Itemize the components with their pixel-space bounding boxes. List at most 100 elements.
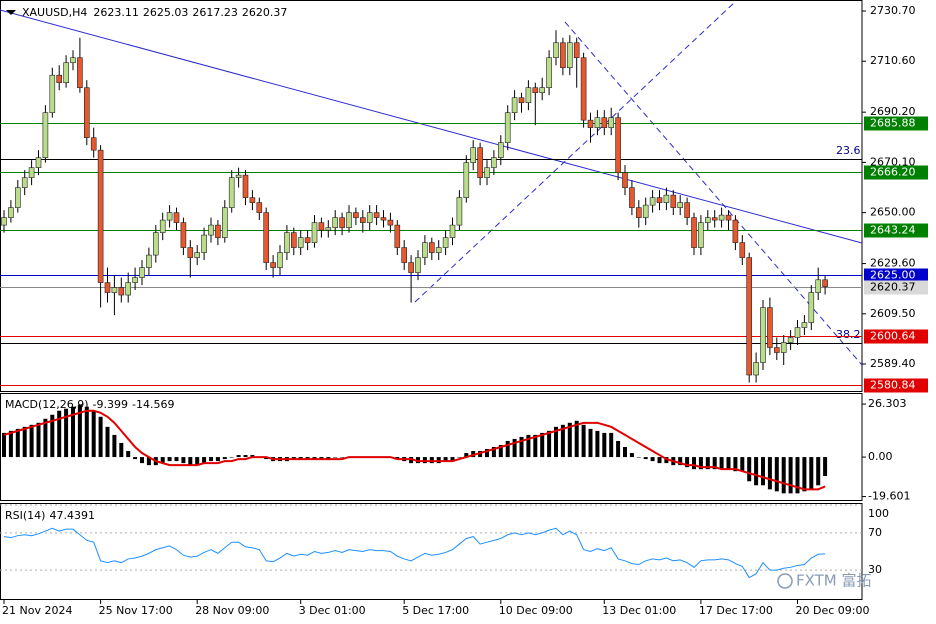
macd-bar: [133, 457, 138, 460]
level-label-bg: [864, 268, 928, 283]
candle-body: [463, 162, 470, 198]
candle-body: [201, 234, 207, 253]
rsi-tick-label: 100: [868, 507, 889, 520]
candle-body: [208, 224, 214, 236]
macd-bar: [119, 442, 124, 458]
macd-bar: [305, 457, 310, 460]
candle-body: [642, 204, 649, 218]
candle-body: [525, 87, 532, 103]
candle-body: [566, 42, 573, 69]
candle-body: [56, 74, 63, 83]
candle-body: [711, 217, 718, 221]
candle-body: [518, 97, 525, 103]
level-label: 2580.84: [870, 379, 916, 392]
y-tick-label: 2609.50: [870, 307, 916, 320]
macd-bar: [181, 457, 186, 464]
candle-body: [21, 177, 28, 188]
level-label: 2666.20: [870, 166, 916, 179]
macd-bar: [443, 457, 448, 462]
macd-bar: [298, 457, 303, 460]
symbol: XAUUSD,H4: [22, 6, 87, 19]
candle-body: [760, 307, 766, 363]
candle-body: [256, 202, 263, 213]
macd-bar: [422, 457, 427, 464]
macd-bar: [554, 426, 558, 458]
candle-body: [546, 57, 552, 88]
candle-body: [387, 219, 394, 226]
macd-bar: [15, 428, 20, 458]
macd-bar: [602, 432, 607, 458]
candle-body: [815, 279, 822, 293]
macd-bar: [188, 457, 193, 466]
macd-bar: [57, 410, 62, 458]
candle-body: [539, 87, 546, 93]
candle-body: [353, 212, 359, 218]
candle-body: [166, 212, 173, 221]
macd-bar: [588, 428, 593, 458]
candle-body: [284, 232, 290, 253]
candle-body: [698, 222, 704, 248]
macd-tick-label: 26.303: [868, 397, 907, 410]
macd-bar: [160, 457, 165, 464]
header: XAUUSD,H4 2623.11 2625.03 2617.23 2620.37: [22, 6, 287, 19]
macd-bar: [64, 408, 69, 458]
macd-bar: [50, 414, 55, 458]
level-label-bg: [864, 378, 928, 393]
macd-bar: [77, 404, 82, 458]
candle-body: [601, 117, 608, 128]
macd-bar: [140, 457, 144, 464]
candle-body: [63, 62, 69, 83]
level-label: 2643.24: [870, 224, 916, 237]
candle-body: [277, 252, 283, 268]
macd-title: MACD(12,26,9): [5, 398, 89, 411]
y-tick-label: 2730.70: [870, 4, 916, 17]
macd-bar: [202, 457, 207, 464]
macd-bar: [712, 457, 717, 470]
high: 2625.03: [143, 6, 189, 19]
macd-bar: [250, 455, 255, 458]
rsi-value: 47.4391: [49, 509, 95, 522]
candle-body: [77, 57, 83, 88]
macd-bar: [629, 453, 634, 458]
open: 2623.11: [93, 6, 139, 19]
candle-body: [1, 217, 7, 226]
macd-bar: [574, 420, 579, 458]
candle-body: [808, 292, 815, 323]
macd-bar: [167, 457, 172, 462]
macd-bar: [623, 447, 627, 458]
macd-bar: [781, 457, 786, 494]
candle-body: [615, 117, 621, 173]
candle-body: [484, 167, 490, 178]
macd-bar: [823, 457, 828, 477]
candle-body: [428, 242, 435, 253]
candle-body: [718, 214, 725, 221]
macd-bar: [636, 457, 641, 458]
candle-body: [670, 194, 677, 208]
candle-body: [401, 247, 408, 263]
candle-body: [249, 197, 256, 203]
macd-bar: [71, 406, 75, 458]
macd-bar: [84, 406, 89, 458]
macd-bar: [726, 457, 731, 470]
level-label-bg: [864, 116, 928, 131]
candle-body: [622, 172, 628, 188]
candle-body: [146, 254, 152, 268]
candle-body: [270, 262, 276, 268]
macd-value: -9.399: [93, 398, 128, 411]
fib-label: 23.6: [836, 144, 861, 157]
candle-body: [125, 282, 131, 296]
candle-body: [739, 242, 746, 258]
candle-body: [332, 217, 339, 228]
candle-body: [97, 149, 104, 283]
macd-header: MACD(12,26,9) -9.399 -14.569: [5, 398, 174, 411]
level-label: 2620.37: [870, 281, 916, 294]
close: 2620.37: [242, 6, 288, 19]
candle-body: [325, 227, 332, 231]
candle-body: [677, 202, 684, 208]
candle-body: [359, 217, 366, 223]
macd-bar: [98, 416, 103, 458]
rsi-title: RSI(14): [5, 509, 45, 522]
price-pane: [0, 0, 863, 392]
